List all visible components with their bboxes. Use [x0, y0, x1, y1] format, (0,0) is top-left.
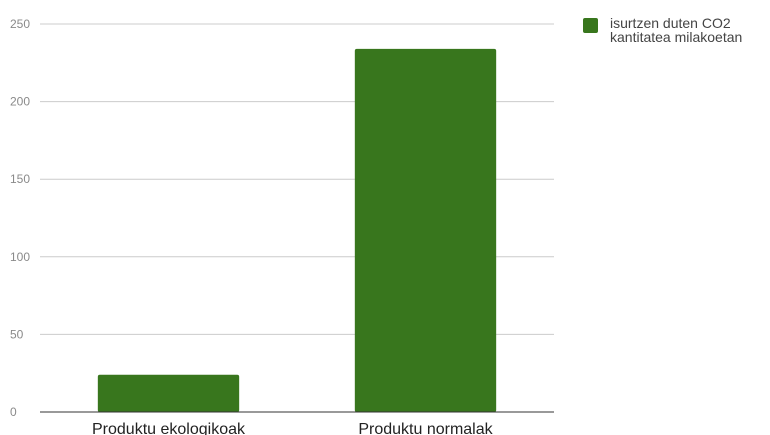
- bar: [354, 48, 497, 412]
- legend: isurtzen duten CO2 kantitatea milakoetan: [583, 16, 770, 44]
- x-tick-label: Produktu ekologikoak: [92, 421, 246, 435]
- y-tick-label: 250: [10, 17, 30, 31]
- bars: [97, 48, 497, 412]
- y-tick-label: 100: [10, 250, 30, 264]
- y-tick-label: 200: [10, 95, 30, 109]
- y-tick-label: 50: [10, 327, 24, 341]
- x-axis-labels: Produktu ekologikoak Produktu normalak: [92, 421, 494, 435]
- legend-label: isurtzen duten CO2 kantitatea milakoetan: [610, 15, 743, 45]
- bar: [97, 374, 240, 412]
- y-tick-label: 0: [10, 405, 17, 419]
- legend-swatch: [583, 18, 598, 33]
- y-axis-ticks: 0 50 100 150 200 250: [10, 17, 30, 419]
- y-tick-label: 150: [10, 172, 30, 186]
- x-tick-label: Produktu normalak: [358, 421, 493, 435]
